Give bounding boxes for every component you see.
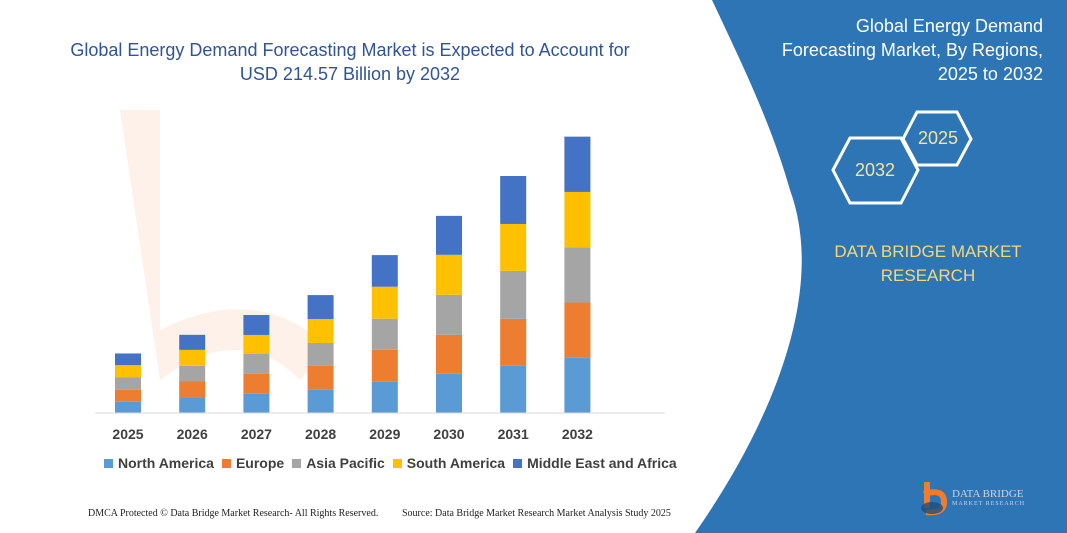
bar-segment-2032-north-america bbox=[564, 357, 591, 413]
legend-swatch bbox=[513, 458, 523, 468]
logo-text: DATA BRIDGE bbox=[952, 487, 1024, 500]
bar-segment-2031-north-america bbox=[500, 365, 527, 413]
x-tick-label: 2030 bbox=[433, 426, 464, 442]
bar-segment-2027-europe bbox=[243, 373, 270, 394]
x-tick-label: 2027 bbox=[241, 426, 272, 442]
legend-item: Asia Pacific bbox=[292, 455, 385, 471]
bar-segment-2031-asia-pacific bbox=[500, 270, 527, 319]
legend-label: Europe bbox=[235, 455, 285, 471]
legend: North America Europe Asia Pacific South Ame… bbox=[104, 455, 677, 471]
bar-segment-2030-asia-pacific bbox=[436, 294, 462, 335]
hexagon-2025 bbox=[901, 110, 973, 167]
legend-item: Middle East and Africa bbox=[513, 455, 677, 471]
bar-segment-2028-north-america bbox=[307, 389, 334, 413]
bar-segment-2027-south-america bbox=[243, 334, 270, 354]
bar-segment-2032-south-america bbox=[564, 191, 591, 248]
side-title-line: Forecasting Market, By Regions, bbox=[781, 40, 1043, 60]
legend-swatch bbox=[292, 458, 302, 468]
bar-segment-2029-north-america bbox=[371, 381, 398, 413]
bar-segment-2031-europe bbox=[500, 318, 527, 366]
bar-segment-2032-europe bbox=[564, 302, 591, 358]
side-panel bbox=[695, 0, 1067, 533]
source-text: Source: Data Bridge Market Research Mark… bbox=[402, 508, 671, 519]
bar-segment-2031-south-america bbox=[500, 223, 527, 271]
bar-segment-2025-north-america bbox=[115, 401, 141, 413]
bar-segment-2026-europe bbox=[179, 381, 206, 398]
bar-segment-2025-middle-east-and-africa bbox=[115, 353, 141, 366]
bar-segment-2032-asia-pacific bbox=[564, 247, 591, 303]
legend-swatch bbox=[221, 458, 231, 468]
hex-year-2032: 2032 bbox=[854, 160, 896, 180]
x-tick-label: 2026 bbox=[177, 426, 208, 442]
legend-label: Asia Pacific bbox=[306, 455, 385, 471]
copyright-text: DMCA Protected © Data Bridge Market Rese… bbox=[88, 508, 379, 519]
logo-subtext: MARKET RESEARCH bbox=[952, 500, 1026, 507]
x-tick-label: 2028 bbox=[305, 426, 336, 442]
brand-line: DATA BRIDGE MARKET bbox=[834, 242, 1022, 261]
x-tick-label: 2025 bbox=[112, 426, 143, 442]
brand-text: DATA BRIDGE MARKET RESEARCH bbox=[818, 240, 1038, 288]
bar-segment-2029-europe bbox=[371, 349, 398, 382]
bar-segment-2028-south-america bbox=[307, 319, 334, 343]
bar-segment-2032-middle-east-and-africa bbox=[564, 136, 591, 192]
x-tick-label: 2029 bbox=[369, 426, 400, 442]
bar-segment-2027-asia-pacific bbox=[243, 353, 270, 374]
bar-segment-2026-middle-east-and-africa bbox=[179, 334, 206, 350]
legend-swatch bbox=[392, 458, 402, 468]
bar-segment-2030-south-america bbox=[436, 254, 462, 295]
bar-segment-2025-europe bbox=[115, 389, 141, 402]
legend-swatch bbox=[104, 458, 113, 468]
chart: 2025 2026 2027 2028 2029 2030 2031 2032 bbox=[95, 136, 665, 442]
bar-segment-2027-middle-east-and-africa bbox=[243, 315, 270, 335]
bar-segment-2029-asia-pacific bbox=[371, 318, 398, 350]
bar-segment-2029-south-america bbox=[371, 286, 398, 319]
bar-segment-2028-asia-pacific bbox=[307, 342, 334, 366]
side-title-line: 2025 to 2032 bbox=[937, 64, 1043, 84]
bar-segment-2030-middle-east-and-africa bbox=[436, 215, 462, 255]
legend-item: North America bbox=[104, 455, 214, 471]
hex-year-2025: 2025 bbox=[917, 128, 959, 148]
bar-segment-2031-middle-east-and-africa bbox=[500, 175, 527, 224]
legend-item: Europe bbox=[221, 455, 285, 471]
bar-segment-2026-north-america bbox=[179, 397, 206, 413]
bar-segment-2030-north-america bbox=[436, 373, 462, 413]
legend-label: North America bbox=[118, 455, 214, 471]
bar-segment-2028-middle-east-and-africa bbox=[307, 295, 334, 320]
side-title: Global Energy Demand Forecasting Market,… bbox=[723, 14, 1043, 86]
side-title-line: Global Energy Demand bbox=[855, 16, 1043, 36]
logo-icon bbox=[921, 482, 948, 516]
bar-segment-2027-north-america bbox=[243, 393, 270, 413]
x-tick-label: 2032 bbox=[562, 426, 593, 442]
hexagon-2032 bbox=[831, 136, 920, 205]
bar-segment-2026-south-america bbox=[179, 349, 206, 366]
logo: DATA BRIDGE MARKET RESEARCH bbox=[918, 480, 1025, 516]
watermark-logo-shape bbox=[120, 110, 330, 380]
bar-segment-2026-asia-pacific bbox=[179, 365, 206, 382]
legend-item: South America bbox=[392, 455, 506, 471]
chart-title: Global Energy Demand Forecasting Market … bbox=[70, 40, 630, 84]
bar-segment-2029-middle-east-and-africa bbox=[371, 255, 398, 287]
bar-segment-2025-asia-pacific bbox=[115, 377, 141, 390]
x-tick-label: 2031 bbox=[498, 426, 529, 442]
legend-label: Middle East and Africa bbox=[527, 455, 677, 471]
brand-line: RESEARCH bbox=[880, 266, 976, 285]
bar-segment-2030-europe bbox=[436, 334, 462, 374]
legend-label: South America bbox=[406, 455, 506, 471]
bar-segment-2025-south-america bbox=[115, 365, 141, 378]
bar-segment-2028-europe bbox=[307, 365, 334, 390]
